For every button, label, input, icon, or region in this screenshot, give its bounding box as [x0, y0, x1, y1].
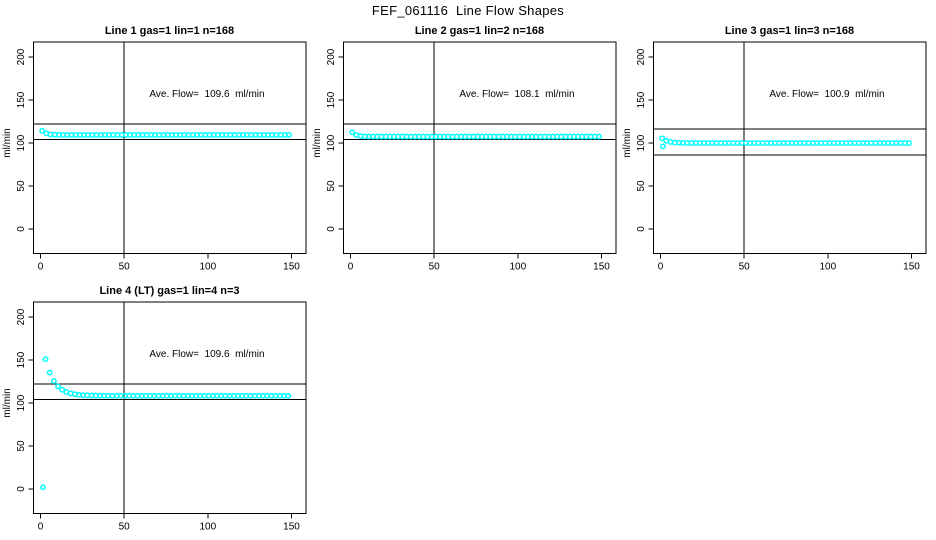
- y-axis-title: ml/min: [2, 388, 13, 417]
- y-axis-tick-label: 100: [636, 134, 647, 151]
- data-point-outlier: [40, 484, 46, 491]
- figure-main-title: FEF_061116 Line Flow Shapes: [371, 3, 565, 18]
- x-axis-tick-label: 150: [283, 262, 300, 273]
- panel-3-title: Line 3 gas=1 lin=3 n=168: [724, 25, 855, 37]
- y-axis-tick-label: 150: [326, 91, 337, 108]
- plot-box: [33, 301, 307, 514]
- y-axis-tick-label: 50: [636, 180, 647, 192]
- panel-1-title: Line 1 gas=1 lin=1 n=168: [104, 25, 235, 37]
- x-axis-tick-label: 150: [593, 262, 610, 273]
- data-point: [50, 378, 57, 385]
- y-axis-tick-label: 200: [636, 48, 647, 65]
- data-point: [906, 140, 912, 147]
- panel-4-title: Line 4 (LT) gas=1 lin=4 n=3: [99, 285, 240, 297]
- data-point: [42, 356, 49, 363]
- data-point: [55, 383, 62, 390]
- panel-4-ave-flow-annotation: Ave. Flow= 109.6 ml/min: [149, 349, 265, 360]
- panel-1-ave-flow-annotation: Ave. Flow= 109.6 ml/min: [149, 89, 265, 100]
- y-axis-tick-label: 0: [326, 226, 337, 232]
- x-axis-tick-label: 150: [903, 262, 920, 273]
- data-point: [596, 133, 602, 140]
- y-axis-tick-label: 200: [16, 48, 27, 65]
- data-point: [286, 131, 292, 138]
- y-axis-tick-label: 100: [16, 134, 27, 151]
- x-axis-tick-label: 50: [119, 262, 131, 273]
- x-axis-tick-label: 100: [819, 262, 836, 273]
- x-axis-tick-label: 50: [119, 522, 131, 533]
- x-axis-tick-label: 100: [199, 522, 216, 533]
- y-axis-tick-label: 0: [16, 226, 27, 232]
- x-axis-tick-label: 50: [429, 262, 441, 273]
- data-point: [349, 129, 356, 136]
- plot-box: [343, 41, 617, 254]
- panel-2-title: Line 2 gas=1 lin=2 n=168: [414, 25, 545, 37]
- x-axis-tick-label: 50: [739, 262, 751, 273]
- y-axis-tick-label: 150: [16, 351, 27, 368]
- data-point: [39, 127, 46, 134]
- data-point: [285, 392, 292, 399]
- y-axis-title: ml/min: [622, 128, 633, 157]
- x-axis-tick-label: 150: [283, 522, 300, 533]
- panel-2-ave-flow-annotation: Ave. Flow= 108.1 ml/min: [459, 89, 575, 100]
- x-axis-tick-label: 100: [199, 262, 216, 273]
- y-axis-tick-label: 100: [326, 134, 337, 151]
- data-point-outlier: [660, 143, 666, 150]
- y-axis-title: ml/min: [312, 128, 323, 157]
- y-axis-tick-label: 200: [326, 48, 337, 65]
- y-axis-tick-label: 0: [16, 486, 27, 492]
- y-axis-tick-label: 50: [326, 180, 337, 192]
- y-axis-tick-label: 150: [636, 91, 647, 108]
- data-point: [46, 369, 53, 376]
- x-axis-tick-label: 0: [38, 522, 44, 533]
- y-axis-tick-label: 150: [16, 91, 27, 108]
- x-axis-tick-label: 0: [658, 262, 664, 273]
- y-axis-tick-label: 50: [16, 440, 27, 452]
- y-axis-tick-label: 50: [16, 180, 27, 192]
- x-axis-tick-label: 0: [38, 262, 44, 273]
- data-point: [659, 135, 666, 142]
- plot-box: [33, 41, 307, 254]
- y-axis-title: ml/min: [2, 128, 13, 157]
- panel-3-ave-flow-annotation: Ave. Flow= 100.9 ml/min: [769, 89, 885, 100]
- x-axis-tick-label: 0: [348, 262, 354, 273]
- y-axis-tick-label: 0: [636, 226, 647, 232]
- x-axis-tick-label: 100: [509, 262, 526, 273]
- y-axis-tick-label: 200: [16, 308, 27, 325]
- y-axis-tick-label: 100: [16, 394, 27, 411]
- plot-box: [653, 41, 927, 254]
